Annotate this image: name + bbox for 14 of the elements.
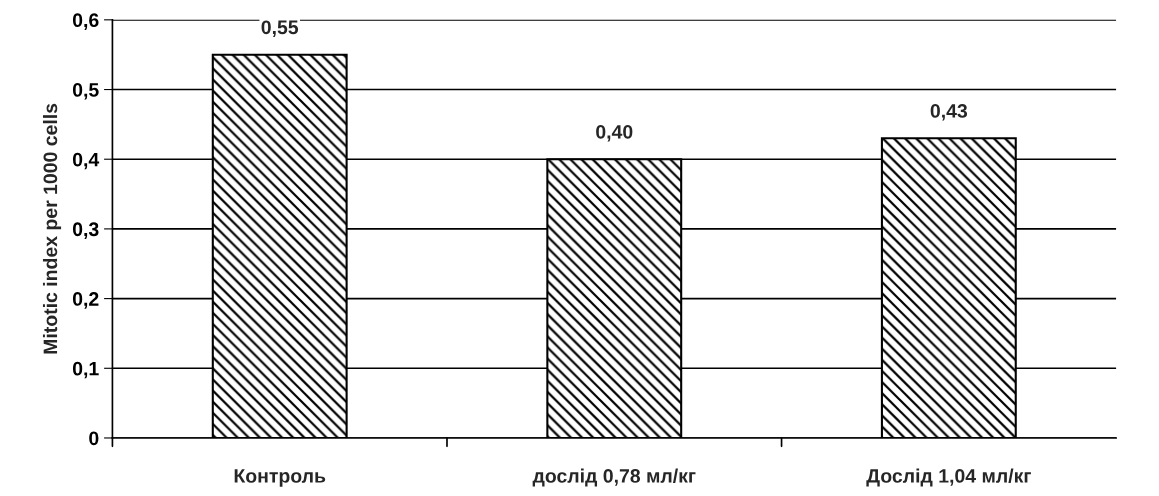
y-tick-label: 0,1 (72, 361, 99, 379)
data-label: 0,55 (261, 20, 299, 37)
x-tick-label: Контроль (234, 469, 326, 487)
data-label: 0,43 (930, 104, 968, 121)
y-tick-label: 0,4 (72, 152, 100, 170)
data-label: 0,40 (596, 124, 633, 142)
y-tick-label: 0,2 (72, 292, 99, 309)
x-tick-label: дослід 0,78 мл/кг (532, 468, 696, 487)
y-tick-label: 0 (89, 431, 99, 446)
y-tick-label: 0,6 (72, 13, 99, 30)
y-tick-label: 0,3 (72, 222, 99, 239)
x-tick-label: Дослід 1,04 мл/кг (866, 468, 1031, 487)
y-tick-label: 0,5 (72, 83, 99, 100)
y-axis-title: Mitotic index per 1000 cells (42, 103, 62, 354)
